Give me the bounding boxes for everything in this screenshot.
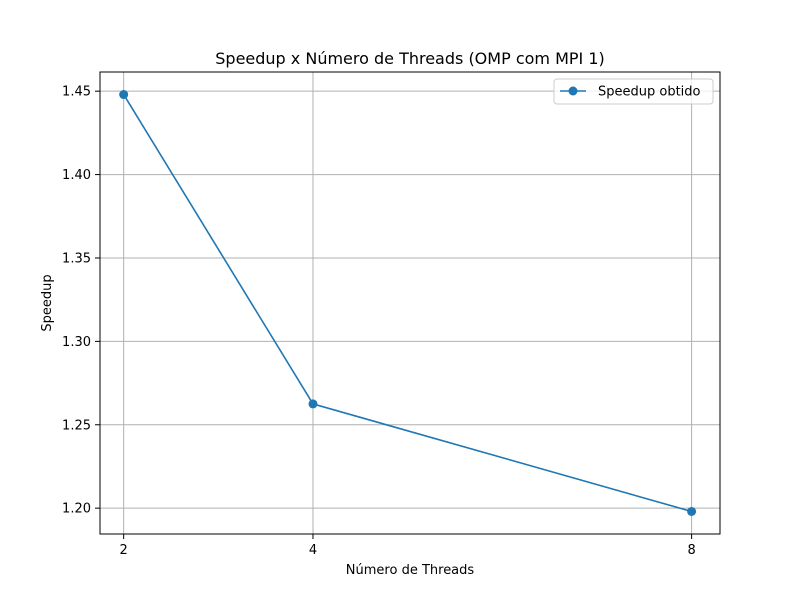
data-point [308,399,318,409]
axis-ticks: 2 4 8 1.20 1.25 1.30 1.35 1.40 1.45 [62,85,696,558]
y-tick-label: 1.25 [62,418,91,433]
x-tick-label: 8 [687,543,695,558]
y-tick-label: 1.40 [62,168,91,183]
chart-title: Speedup x Número de Threads (OMP com MPI… [215,49,605,68]
series-line-speedup [122,94,692,513]
legend-box [553,78,714,105]
y-tick-label: 1.45 [62,85,91,100]
plot-area-frame [99,71,721,535]
y-axis-label: Speedup [40,274,55,331]
series-layer [119,90,697,516]
grid [100,72,720,534]
y-tick-label: 1.20 [62,502,91,517]
y-tick-label: 1.35 [62,251,91,266]
x-tick-label: 4 [309,543,317,558]
legend-label-speedup: Speedup obtido [598,85,701,100]
legend-marker-icon [568,86,578,96]
data-point [687,506,697,516]
x-tick-label: 2 [120,543,128,558]
x-axis-label: Número de Threads [346,563,475,578]
legend: Speedup obtido [553,78,714,105]
data-point [119,90,129,100]
y-tick-label: 1.30 [62,335,91,350]
